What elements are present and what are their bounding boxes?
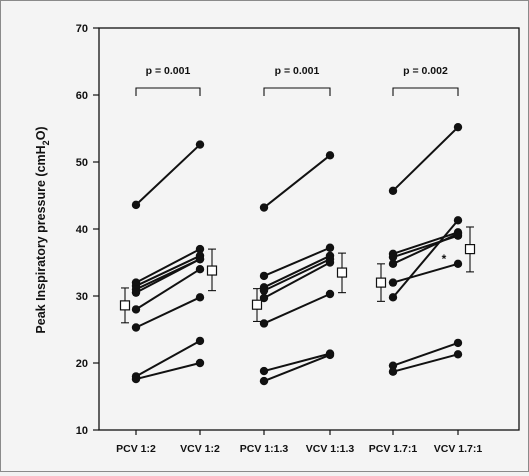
annotation-asterisk: * [442, 252, 447, 266]
data-point [195, 140, 205, 149]
data-point [325, 243, 335, 252]
data-point [325, 151, 335, 160]
x-tick-label: VCV 1.7:1 [434, 443, 483, 455]
y-axis: 10 20 30 40 50 60 70 [76, 23, 99, 437]
paired-line [392, 232, 459, 265]
paired-line [135, 258, 201, 294]
mean-marker [119, 300, 131, 311]
data-point [388, 278, 398, 287]
data-point [195, 265, 205, 274]
paired-line [135, 254, 201, 287]
data-point [259, 376, 269, 386]
p-value-label: p = 0.001 [275, 65, 320, 77]
mean-marker [336, 267, 348, 278]
paired-line [135, 340, 201, 378]
paired-line [392, 262, 459, 284]
y-tick-label: 10 [76, 425, 88, 437]
mean-markers [119, 226, 476, 324]
x-tick-label: PCV 1:2 [116, 443, 156, 455]
x-axis: PCV 1:2 VCV 1:2 PCV 1:1.3 VCV 1:1.3 PCV 1.7:… [116, 430, 482, 455]
data-point [259, 271, 269, 281]
data-point [325, 350, 335, 360]
paired-line [135, 268, 201, 311]
significance-bracket [263, 87, 331, 96]
data-point [195, 293, 205, 302]
y-tick-label: 70 [76, 23, 88, 35]
paired-line [392, 341, 459, 367]
mean-marker [251, 299, 263, 310]
data-point [453, 338, 463, 348]
data-point [453, 122, 463, 132]
data-point [388, 186, 398, 196]
paired-line [263, 246, 331, 277]
data-point [131, 305, 141, 314]
data-point [388, 259, 398, 269]
data-point [131, 200, 141, 210]
x-tick-label: VCV 1:1.3 [306, 443, 355, 455]
data-point [388, 293, 398, 302]
y-tick-label: 30 [76, 291, 88, 303]
paired-line [135, 143, 201, 206]
mean-marker [375, 277, 387, 288]
y-tick-label: 40 [76, 224, 88, 236]
data-point [325, 258, 335, 267]
x-tick-label: PCV 1:1.3 [240, 443, 289, 455]
paired-line [135, 248, 201, 284]
data-point [388, 361, 398, 370]
paired-line [135, 296, 201, 329]
paired-line [392, 126, 459, 192]
data-point [131, 374, 141, 384]
paired-line [263, 254, 331, 289]
paired-line [392, 231, 459, 255]
y-tick-label: 20 [76, 358, 88, 370]
y-tick-label: 50 [76, 157, 88, 169]
x-tick-label: VCV 1:2 [180, 443, 220, 455]
paired-line [135, 362, 201, 381]
paired-lines [135, 126, 459, 383]
paired-line [263, 258, 331, 292]
paired-line [392, 353, 459, 373]
data-point [388, 252, 398, 262]
data-point [453, 216, 463, 225]
significance-bracket [135, 87, 201, 96]
data-point [131, 323, 141, 332]
p-value-label: p = 0.002 [403, 65, 448, 77]
paired-line [263, 354, 331, 383]
data-point [195, 254, 205, 264]
annotations: * [442, 252, 447, 266]
data-point [259, 319, 269, 328]
data-point [453, 229, 463, 238]
paired-line [263, 352, 331, 373]
x-tick-label: PCV 1.7:1 [369, 443, 418, 455]
data-point [388, 367, 398, 376]
p-value-label: p = 0.001 [146, 65, 191, 77]
data-point [453, 259, 463, 269]
data-point [325, 289, 335, 299]
data-point [259, 286, 269, 295]
paired-line [263, 261, 331, 299]
data-point [195, 336, 205, 346]
data-point [131, 288, 141, 297]
significance-brackets: p = 0.001 p = 0.001 p = 0.002 [135, 65, 459, 96]
mean-marker [206, 265, 218, 276]
y-tick-label: 60 [76, 90, 88, 102]
data-point [195, 358, 205, 368]
data-points [131, 122, 463, 386]
data-point [453, 350, 463, 359]
paired-line [392, 219, 459, 298]
significance-bracket [392, 87, 459, 96]
data-point [259, 203, 269, 212]
y-axis-label: Peak Inspiratory pressure (cmH2O) [34, 126, 51, 333]
paired-line [263, 154, 331, 209]
data-point [195, 244, 205, 254]
paired-line [263, 293, 331, 325]
data-point [259, 366, 269, 376]
mean-marker [464, 244, 476, 255]
